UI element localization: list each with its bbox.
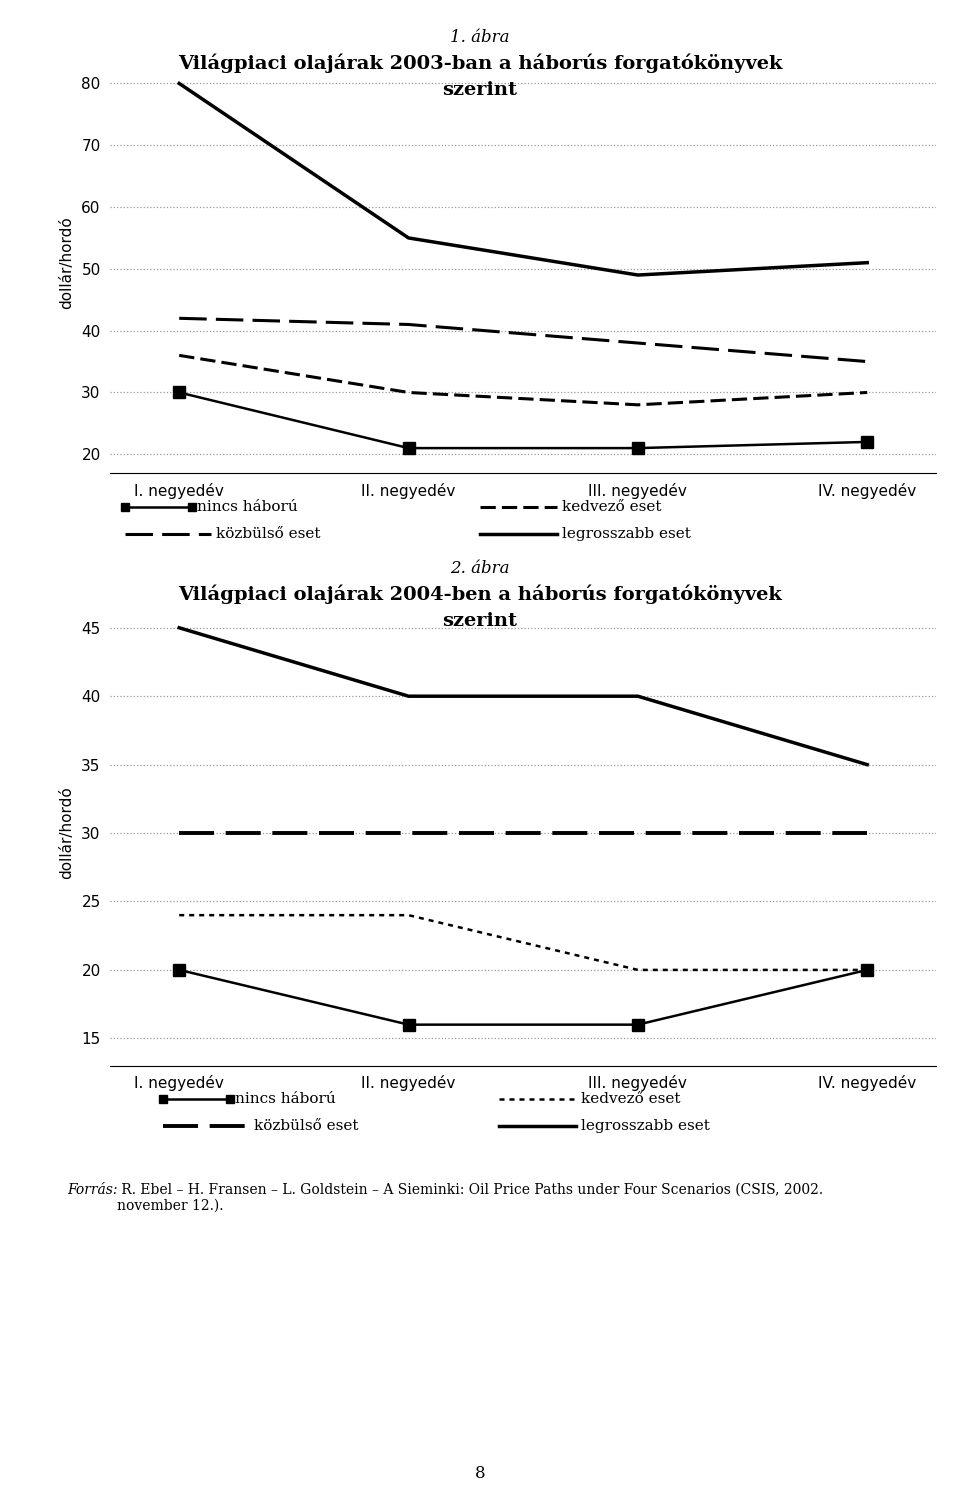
Text: legrosszabb eset: legrosszabb eset <box>581 1118 709 1133</box>
Text: nincs háború: nincs háború <box>197 500 298 515</box>
Text: Forrás:: Forrás: <box>67 1183 118 1196</box>
Text: közbülső eset: közbülső eset <box>254 1118 359 1133</box>
Text: R. Ebel – H. Fransen – L. Goldstein – A Sieminki: Oil Price Paths under Four Sce: R. Ebel – H. Fransen – L. Goldstein – A … <box>117 1183 824 1213</box>
Text: kedvező eset: kedvező eset <box>562 500 661 515</box>
Y-axis label: dollár/hordó: dollár/hordó <box>60 216 74 309</box>
Text: 2. ábra: 2. ábra <box>450 560 510 578</box>
Y-axis label: dollár/hordó: dollár/hordó <box>60 787 74 880</box>
Text: közbülső eset: közbülső eset <box>216 527 321 542</box>
Text: kedvező eset: kedvező eset <box>581 1091 681 1106</box>
Text: szerint: szerint <box>443 81 517 99</box>
Text: szerint: szerint <box>443 612 517 630</box>
Text: legrosszabb eset: legrosszabb eset <box>562 527 690 542</box>
Text: 1. ábra: 1. ábra <box>450 29 510 47</box>
Text: Világpiaci olajárak 2004-ben a háborús forgatókönyvek: Világpiaci olajárak 2004-ben a háborús f… <box>179 585 781 603</box>
Text: Világpiaci olajárak 2003-ban a háborús forgatókönyvek: Világpiaci olajárak 2003-ban a háborús f… <box>178 54 782 72</box>
Text: 8: 8 <box>474 1465 486 1483</box>
Text: nincs háború: nincs háború <box>235 1091 336 1106</box>
